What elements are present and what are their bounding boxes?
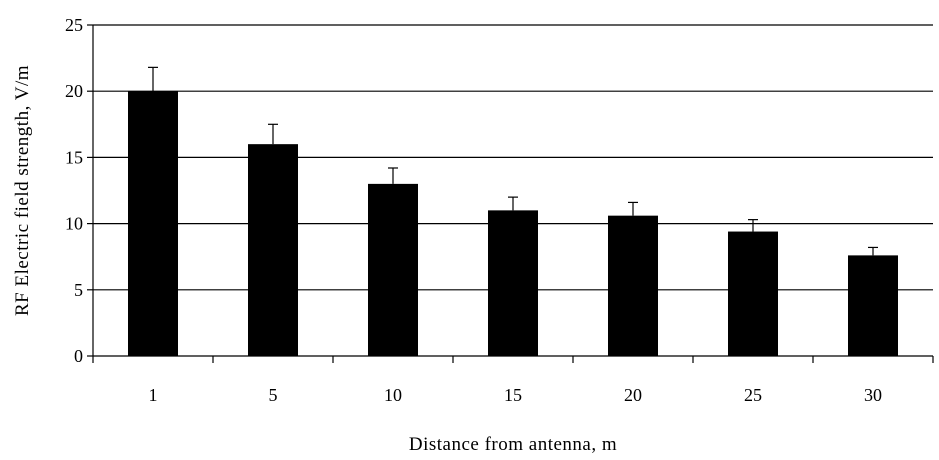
x-tick-label: 25 (744, 385, 762, 405)
gridlines (93, 24, 933, 291)
y-tick-label: 15 (65, 147, 83, 167)
bars (128, 91, 898, 356)
bar-30 (848, 255, 898, 356)
y-tick-label: 0 (74, 346, 83, 366)
x-tick-label: 5 (269, 385, 278, 405)
bar-25 (728, 231, 778, 356)
bar-5 (248, 144, 298, 356)
y-tick-labels: 0 5 10 15 20 25 (65, 15, 83, 366)
x-tick-labels: 1 5 10 15 20 25 30 (149, 385, 883, 405)
x-tick-label: 15 (504, 385, 522, 405)
y-tick-label: 25 (65, 15, 83, 35)
x-tick-label: 20 (624, 385, 642, 405)
y-axis-title: RF Electric field strength, V/m (12, 65, 33, 316)
error-bars (148, 66, 878, 256)
x-tick-label: 30 (864, 385, 882, 405)
y-tick-label: 10 (65, 214, 83, 234)
bar-20 (608, 215, 658, 356)
y-tick-label: 20 (65, 81, 83, 101)
bar-10 (368, 183, 418, 356)
y-tick-label: 5 (74, 280, 83, 300)
axes (87, 24, 934, 363)
bar-1 (128, 91, 178, 356)
bar-15 (488, 210, 538, 356)
x-axis-title: Distance from antenna, m (409, 434, 617, 455)
x-tick-label: 10 (384, 385, 402, 405)
x-tick-label: 1 (149, 385, 158, 405)
